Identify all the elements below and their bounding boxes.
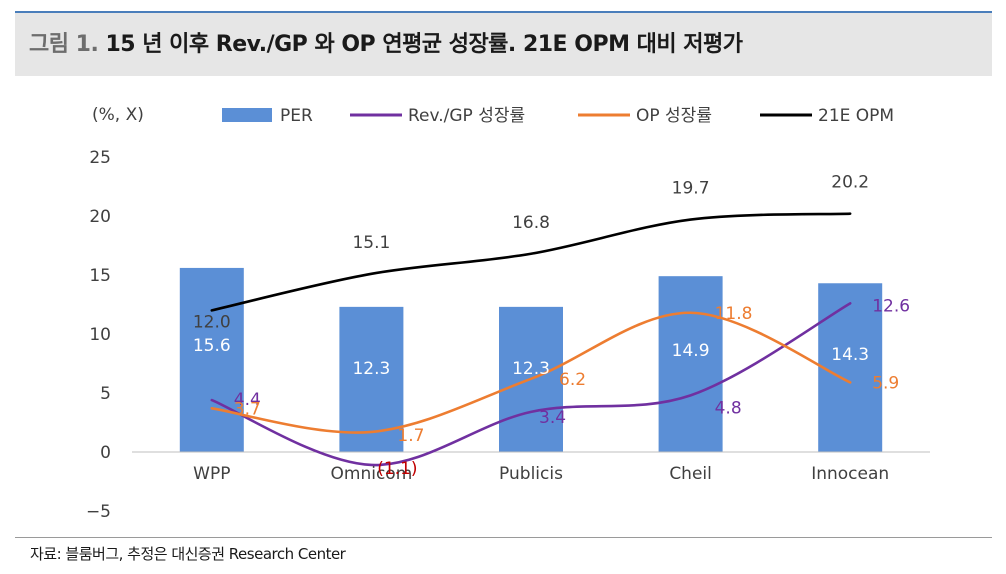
data-label: 3.4	[539, 408, 566, 428]
legend-label: Rev./GP 성장률	[408, 106, 525, 126]
data-label: 14.9	[672, 341, 710, 361]
legend-swatch	[222, 108, 272, 122]
data-label: 20.2	[831, 173, 869, 193]
data-label: 1.7	[397, 426, 424, 446]
series-line	[210, 302, 852, 467]
y-axis: −5 0 5 10 15 20 25	[86, 148, 111, 522]
title-bar: 그림 1. 15 년 이후 Rev./GP 와 OP 연평균 성장률. 21E …	[15, 13, 992, 76]
data-label: 12.3	[352, 359, 390, 379]
x-tick-label: WPP	[193, 464, 230, 484]
data-label: 5.9	[872, 373, 899, 393]
data-label: 19.7	[672, 179, 710, 199]
figure-label: 그림 1.	[29, 32, 99, 57]
source-note: 자료: 블룸버그, 추정은 대신증권 Research Center	[30, 545, 346, 563]
data-labels: 15.6 12.3 12.3 14.9 14.3 12.0 15.1 16.8 19.7 20.2…	[193, 173, 910, 479]
y-tick-label: 0	[100, 443, 111, 463]
bottom-rule	[15, 537, 992, 538]
figure-title: 15 년 이후 Rev./GP 와 OP 연평균 성장률. 21E OPM 대비…	[105, 32, 743, 57]
legend-label: OP 성장률	[636, 106, 712, 126]
x-tick-label: Cheil	[669, 464, 712, 484]
x-tick-label: Innocean	[811, 464, 889, 484]
data-label: 16.8	[512, 213, 550, 233]
y-tick-label: 5	[100, 384, 111, 404]
bar	[658, 276, 723, 452]
bar	[339, 306, 404, 452]
legend: PER Rev./GP 성장률 OP 성장률 21E OPM	[222, 106, 894, 126]
y-tick-label: 20	[89, 207, 111, 227]
legend-label: 21E OPM	[818, 106, 894, 126]
data-label: 12.0	[193, 312, 231, 332]
data-label: 14.3	[831, 345, 869, 365]
series-line	[210, 212, 852, 312]
x-tick-label: Publicis	[499, 464, 563, 484]
data-label: 12.6	[872, 296, 910, 316]
y-tick-label: 25	[89, 148, 111, 168]
unit-label: (%, X)	[92, 105, 144, 125]
y-tick-label: 15	[89, 266, 111, 286]
legend-label: PER	[280, 106, 313, 126]
x-axis: WPP Omnicom Publicis Cheil Innocean	[193, 464, 889, 484]
data-label: 4.4	[234, 390, 261, 410]
series-line	[210, 311, 852, 434]
bar	[818, 283, 883, 452]
data-label: 15.6	[193, 336, 231, 356]
data-label: 12.3	[512, 359, 550, 379]
line-series	[210, 212, 852, 467]
bar-series	[179, 267, 883, 452]
y-tick-label: −5	[86, 502, 111, 522]
chart-title: 그림 1. 15 년 이후 Rev./GP 와 OP 연평균 성장률. 21E …	[29, 13, 743, 76]
top-rule	[15, 11, 992, 13]
data-label: 4.8	[715, 398, 742, 418]
bar	[179, 267, 244, 452]
data-label: 15.1	[352, 233, 390, 253]
data-label: 3.7	[234, 399, 261, 419]
y-tick-label: 10	[89, 325, 111, 345]
x-tick-label: Omnicom	[331, 464, 413, 484]
data-label: (1.1)	[377, 459, 417, 479]
data-label: 6.2	[559, 370, 586, 390]
data-label: 11.8	[715, 304, 753, 324]
